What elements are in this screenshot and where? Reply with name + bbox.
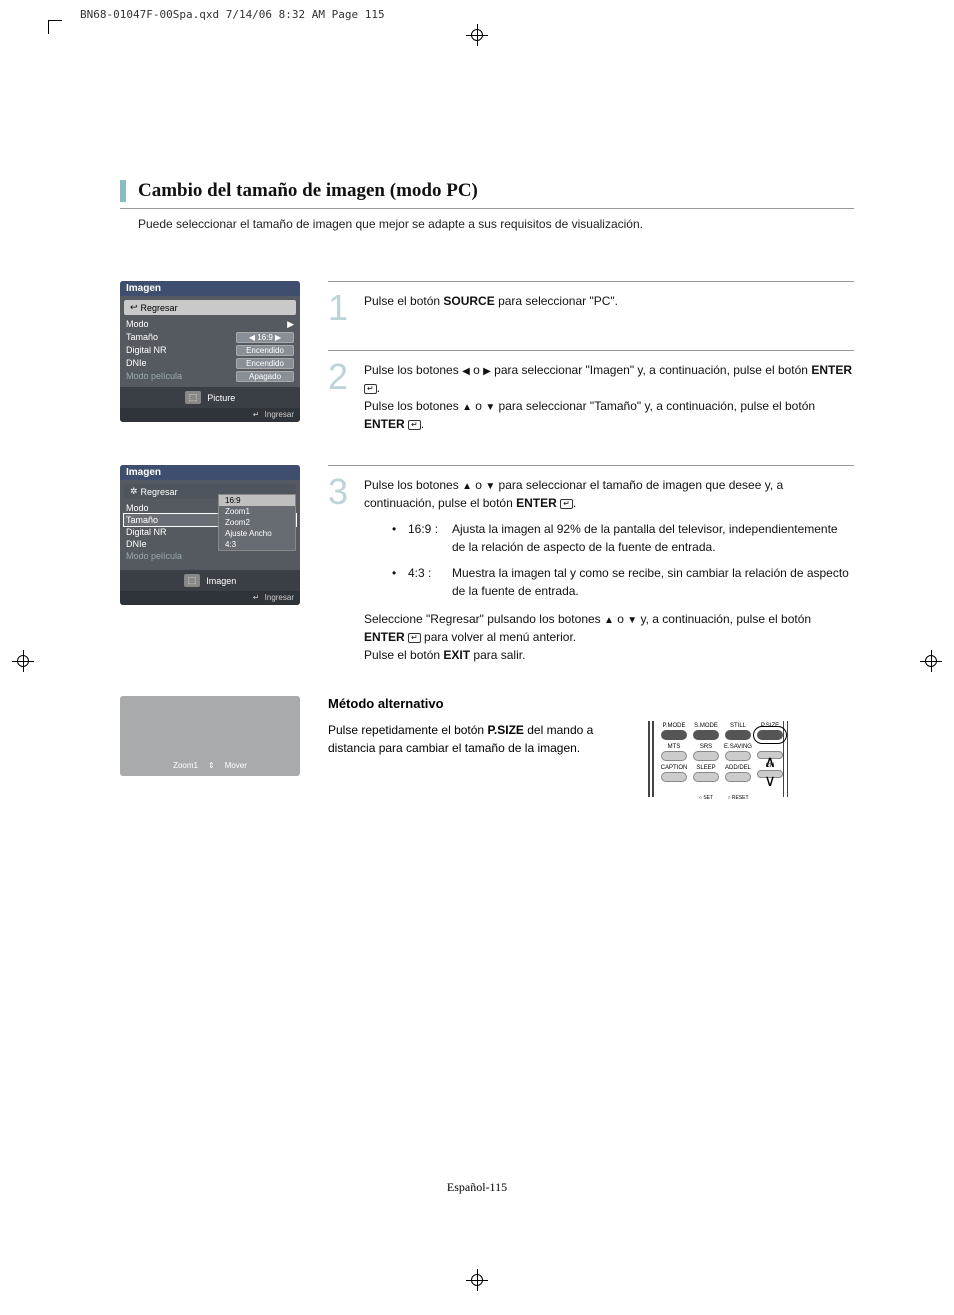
step-1: 1 Pulse el botón SOURCE para seleccionar… bbox=[328, 292, 854, 324]
tv-menu-2-dropdown: 16:9 Zoom1 Zoom2 Ajuste Ancho 4:3 bbox=[218, 494, 296, 551]
crop-mark-tl bbox=[48, 20, 62, 34]
step-3-number: 3 bbox=[328, 476, 356, 664]
title-divider bbox=[120, 208, 854, 209]
preview-box: Zoom1⇕Mover bbox=[120, 696, 300, 776]
tv-menu-2-subfooter: ↵ Ingresar bbox=[120, 591, 300, 605]
tv-menu-1-item-modo: Modo▶ bbox=[124, 318, 296, 331]
printer-header: BN68-01047F-00Spa.qxd 7/14/06 8:32 AM Pa… bbox=[80, 8, 385, 21]
tv-menu-1-item-modopel: Modo películaApagado bbox=[124, 370, 296, 383]
step-1-number: 1 bbox=[328, 292, 356, 324]
tv-menu-1-item-dnie: DNIeEncendido bbox=[124, 357, 296, 370]
tv-menu-2-footer: ⬚Imagen bbox=[120, 570, 300, 591]
tv-menu-1: Imagen ↩Regresar Modo▶ Tamaño◀ 16:9 ▶ Di… bbox=[120, 281, 300, 422]
intro-text: Puede seleccionar el tamaño de imagen qu… bbox=[120, 217, 854, 231]
title-block: Cambio del tamaño de imagen (modo PC) bbox=[120, 180, 854, 202]
tv-menu-1-regresar: ↩Regresar bbox=[124, 300, 296, 315]
tv-menu-1-subfooter: ↵ Ingresar bbox=[120, 408, 300, 422]
bullet-43: •4:3 :Muestra la imagen tal y como se re… bbox=[392, 564, 854, 600]
step-2-number: 2 bbox=[328, 361, 356, 433]
tv-menu-1-item-tamano: Tamaño◀ 16:9 ▶ bbox=[124, 331, 296, 344]
alt-method-heading: Método alternativo bbox=[328, 696, 854, 711]
remote-diagram: P.MODE MTS CAPTION S.MODE SRS SLEEP ○ SE… bbox=[648, 721, 788, 797]
registration-mark-bottom bbox=[466, 1269, 488, 1291]
bullet-169: •16:9 :Ajusta la imagen al 92% de la pan… bbox=[392, 520, 854, 556]
tv-menu-2-item-4: Modo película bbox=[124, 550, 296, 562]
registration-mark-right bbox=[920, 650, 942, 672]
step-3: 3 Pulse los botones ▲ o ▼ para seleccion… bbox=[328, 476, 854, 664]
psize-button-highlight bbox=[757, 730, 783, 740]
tv-menu-2-header: Imagen bbox=[120, 465, 300, 480]
page-title: Cambio del tamaño de imagen (modo PC) bbox=[138, 180, 854, 202]
tv-menu-1-footer: ⬚Picture bbox=[120, 387, 300, 408]
tv-menu-1-header: Imagen bbox=[120, 281, 300, 296]
tv-menu-1-item-digitalnr: Digital NREncendido bbox=[124, 344, 296, 357]
page-number: Español-115 bbox=[447, 1180, 507, 1195]
step-2: 2 Pulse los botones ◀ o ▶ para seleccion… bbox=[328, 361, 854, 433]
registration-mark-left bbox=[12, 650, 34, 672]
alt-method-text: Pulse repetidamente el botón P.SIZE del … bbox=[328, 721, 628, 797]
tv-menu-2: Imagen ✲Regresar Modo Tamaño Digital NR … bbox=[120, 465, 300, 605]
registration-mark-top bbox=[466, 24, 488, 46]
